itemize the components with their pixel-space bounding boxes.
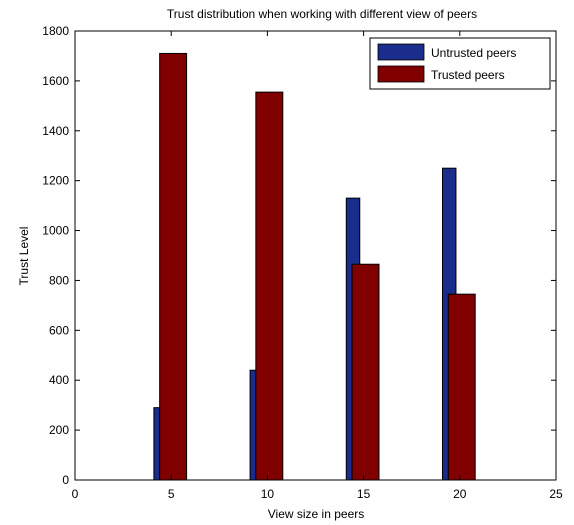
y-tick-label: 1400 — [42, 124, 69, 138]
y-axis-ticks: 0 200 400 600 800 1000 1200 1400 1600 1800 — [42, 24, 556, 487]
y-tick-label: 1600 — [42, 74, 69, 88]
bar-trusted-20 — [447, 293, 476, 481]
x-tick-label: 15 — [357, 487, 371, 501]
x-tick-label: 0 — [72, 487, 79, 501]
y-tick-label: 800 — [49, 273, 69, 287]
x-axis-label: View size in peers — [268, 507, 365, 521]
legend-swatch-trusted — [377, 65, 425, 83]
y-tick-label: 1800 — [42, 24, 69, 38]
x-tick-label: 5 — [168, 487, 175, 501]
y-tick-label: 0 — [62, 473, 69, 487]
legend: Untrusted peers Trusted peers — [369, 37, 551, 90]
y-axis-label: Trust Level — [17, 227, 31, 286]
bars-layer — [153, 52, 476, 481]
x-axis-ticks: 0 5 10 15 20 25 — [72, 31, 563, 501]
legend-label-trusted: Trusted peers — [431, 68, 505, 82]
bar-trusted-10 — [255, 91, 284, 481]
legend-label-untrusted: Untrusted peers — [431, 46, 516, 60]
y-tick-label: 1000 — [42, 224, 69, 238]
y-tick-label: 600 — [49, 323, 69, 337]
x-tick-label: 25 — [549, 487, 563, 501]
y-tick-label: 200 — [49, 423, 69, 437]
bar-trusted-15 — [351, 263, 380, 481]
x-tick-label: 10 — [261, 487, 275, 501]
x-tick-label: 20 — [453, 487, 467, 501]
bar-trusted-5 — [159, 52, 188, 481]
chart-title: Trust distribution when working with dif… — [167, 7, 477, 21]
legend-swatch-untrusted — [377, 43, 425, 61]
y-tick-label: 400 — [49, 373, 69, 387]
plot-area — [74, 30, 557, 481]
y-tick-label: 1200 — [42, 174, 69, 188]
